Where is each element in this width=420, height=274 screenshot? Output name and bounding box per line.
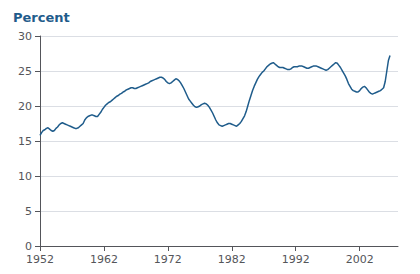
- svg-text:1952: 1952: [26, 253, 54, 266]
- svg-text:30: 30: [18, 30, 32, 43]
- svg-text:Percent: Percent: [13, 10, 70, 25]
- svg-text:15: 15: [18, 135, 32, 148]
- svg-text:10: 10: [18, 170, 32, 183]
- svg-text:0: 0: [25, 240, 32, 253]
- svg-text:20: 20: [18, 100, 32, 113]
- svg-text:5: 5: [25, 205, 32, 218]
- svg-text:1972: 1972: [154, 253, 182, 266]
- svg-text:1982: 1982: [218, 253, 246, 266]
- svg-text:1962: 1962: [90, 253, 118, 266]
- svg-text:1992: 1992: [282, 253, 310, 266]
- svg-text:2002: 2002: [346, 253, 374, 266]
- svg-text:25: 25: [18, 65, 32, 78]
